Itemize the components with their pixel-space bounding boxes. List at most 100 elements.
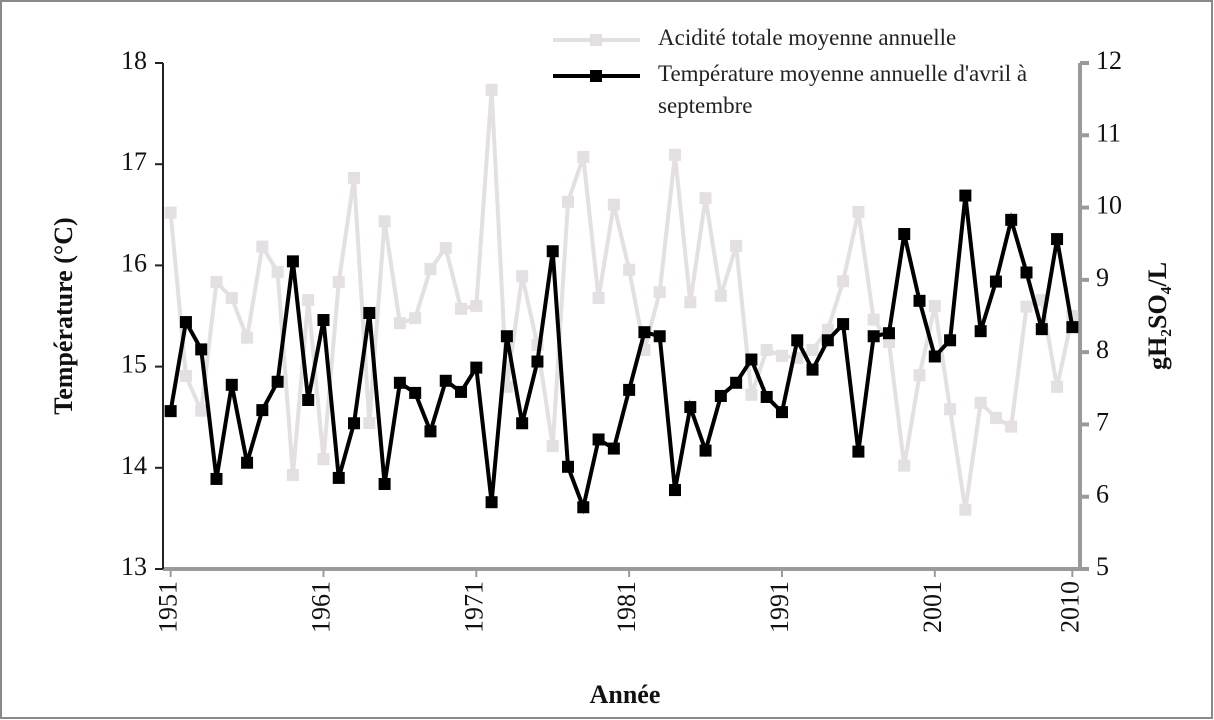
marker [302,294,315,307]
marker [592,291,605,304]
marker [898,228,911,241]
marker [455,385,468,398]
marker [241,456,254,469]
marker [653,330,666,343]
x-tick-label: 1971 [459,581,488,633]
marker [699,192,712,205]
marker [516,417,529,430]
y-tick-label: 18 [121,46,147,75]
y2-tick-label: 9 [1096,263,1109,292]
marker [974,325,987,338]
marker [730,239,743,252]
marker [852,445,865,458]
marker [1005,420,1018,433]
marker [944,334,957,347]
marker [668,484,681,497]
marker [409,386,422,399]
marker [607,442,620,455]
marker [684,296,697,309]
marker [225,378,238,391]
marker [852,205,865,218]
marker [607,198,620,211]
marker [516,270,529,283]
marker [225,291,238,304]
marker [210,276,223,289]
marker [302,393,315,406]
y2-tick-label: 12 [1096,46,1122,75]
marker [668,148,681,161]
marker [332,471,345,484]
legend-marker [590,70,602,82]
marker [562,195,575,208]
marker [684,401,697,414]
marker [714,289,727,302]
x-tick-label: 1981 [612,581,641,633]
marker [928,350,941,363]
marker [837,318,850,331]
marker [1035,323,1048,336]
marker [485,496,498,509]
marker [195,343,208,356]
marker [363,306,376,319]
y2-tick-label: 11 [1096,118,1121,147]
marker [348,417,361,430]
marker [791,334,804,347]
marker [867,313,880,326]
marker [913,294,926,307]
marker [959,189,972,202]
marker [409,312,422,325]
marker [775,406,788,419]
legend-label: Température moyenne annuelle d'avril à s… [658,61,1028,118]
marker [424,263,437,276]
marker [745,388,758,401]
marker [562,460,575,473]
marker [164,206,177,219]
y2-tick-label: 10 [1096,191,1122,220]
marker [623,263,636,276]
marker [439,242,452,255]
marker [424,425,437,438]
marker [348,171,361,184]
marker [653,286,666,299]
marker [271,265,284,278]
marker [439,374,452,387]
marker [1066,321,1079,334]
x-tick-label: 2010 [1055,581,1084,633]
marker [699,444,712,457]
y-tick-label: 14 [121,451,147,480]
marker [179,369,192,382]
marker [546,245,559,258]
y-tick-label: 15 [121,350,147,379]
marker [913,369,926,382]
marker [959,503,972,516]
marker [241,331,254,344]
marker [210,472,223,485]
y-tick-label: 13 [121,552,147,581]
marker [470,299,483,312]
marker [286,469,299,482]
y2-tick-label: 7 [1096,407,1109,436]
marker [531,355,544,368]
marker [1051,233,1064,246]
marker [577,501,590,514]
marker [577,150,590,163]
marker [989,275,1002,288]
marker [638,326,651,339]
marker [775,349,788,362]
marker [286,255,299,268]
marker [745,353,758,366]
marker [1020,300,1033,313]
x-tick-label: 1961 [306,581,335,633]
marker [455,302,468,315]
marker [1020,266,1033,279]
x-axis-label: Année [590,680,661,709]
marker [378,215,391,228]
marker [714,389,727,402]
y-tick-label: 17 [121,147,147,176]
y2-tick-label: 5 [1096,552,1109,581]
marker [592,433,605,446]
marker [882,327,895,340]
marker [837,275,850,288]
marker [332,276,345,289]
